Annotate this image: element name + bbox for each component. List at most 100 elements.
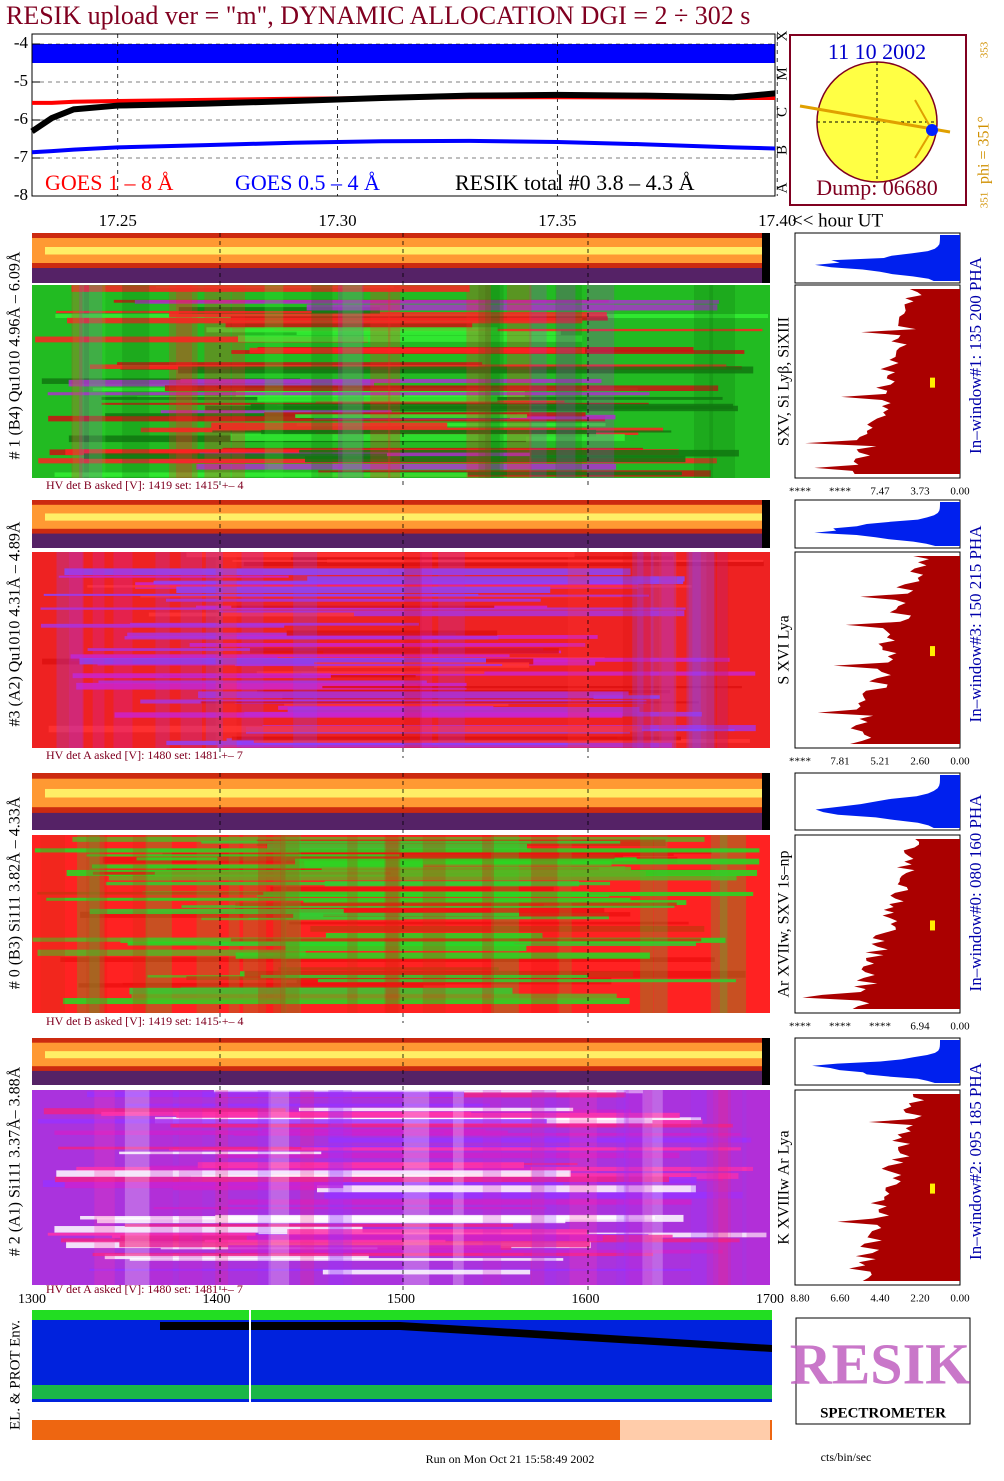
x-axis-label: << hour UT xyxy=(792,210,883,231)
env-bar-light xyxy=(620,1420,770,1440)
spectrum-strip xyxy=(32,773,770,830)
y-tick-label: -8 xyxy=(14,185,28,204)
spectrogram-stripe xyxy=(38,1119,547,1124)
spectrogram-column xyxy=(746,1090,770,1285)
spectrogram-column xyxy=(205,552,223,748)
spectrogram-column xyxy=(710,835,728,1013)
scale-label: 2.20 xyxy=(910,1293,930,1305)
spectrogram-stripe xyxy=(79,657,486,665)
spectrogram-column xyxy=(586,285,615,478)
spectrogram-column xyxy=(56,552,83,748)
spectrogram-stripe xyxy=(317,979,736,983)
spectrogram-stripe xyxy=(168,1147,741,1151)
spectrogram-stripe xyxy=(240,1249,723,1254)
spectrogram-column xyxy=(329,1090,352,1285)
pha-profile xyxy=(814,502,960,546)
spectrogram-stripe xyxy=(40,623,285,628)
spectrogram-stripe xyxy=(244,912,520,917)
spectrogram-stripe xyxy=(86,854,400,857)
spectrogram-stripe xyxy=(87,585,692,588)
spectrogram-stripe xyxy=(217,854,615,862)
phi-sup: 353 xyxy=(979,41,991,58)
spectrogram-column xyxy=(124,1090,150,1285)
spectrogram-stripe xyxy=(54,1226,363,1233)
spectrogram-column xyxy=(94,1090,115,1285)
spectrogram-stripe xyxy=(91,864,424,869)
scale-label: **** xyxy=(789,756,811,768)
spectrogram-stripe xyxy=(37,891,349,895)
spectrogram-column xyxy=(370,285,391,478)
spectrogram-column xyxy=(86,835,108,1013)
spectrogram-stripe xyxy=(124,1223,514,1227)
class-label: A xyxy=(774,182,790,193)
spectrogram-column xyxy=(168,285,192,478)
series-line xyxy=(30,90,776,134)
spectrogram-stripe xyxy=(64,568,631,576)
spectrogram-stripe xyxy=(261,429,597,437)
y-tick-label: -7 xyxy=(14,147,29,166)
spectrogram-column xyxy=(113,552,133,748)
pha-marker xyxy=(930,920,935,931)
spectrum-strip xyxy=(32,500,770,548)
spectrogram-column xyxy=(717,552,728,748)
spectrogram-stripe xyxy=(322,1269,531,1275)
spectrogram-column xyxy=(89,835,105,1013)
spectrogram-stripe xyxy=(324,1191,743,1199)
spectrogram xyxy=(32,285,770,478)
spectrogram-stripe xyxy=(46,897,631,901)
spectrogram-stripe xyxy=(166,740,589,746)
spectrogram-column xyxy=(709,285,735,478)
spectrogram-column xyxy=(690,1090,719,1285)
title: RESIK upload ver = "m", DYNAMIC ALLOCATI… xyxy=(6,1,750,30)
strip-band xyxy=(45,247,770,255)
spectrogram-stripe xyxy=(58,575,289,578)
spectrogram-stripe xyxy=(114,712,623,718)
env-bar xyxy=(32,1420,772,1440)
footer: Run on Mon Oct 21 15:58:49 2002 xyxy=(426,1452,595,1466)
logo: RESIK SPECTROMETER xyxy=(790,1317,971,1425)
spectrogram-stripe xyxy=(55,1176,670,1183)
hv-text: HV det B asked [V]: 1419 set: 1415 +– 4 xyxy=(46,1014,244,1028)
spectrogram-stripe xyxy=(101,1111,472,1116)
scale-label: **** xyxy=(829,1021,851,1033)
spectrogram-column xyxy=(311,285,333,478)
lines-label: SXV, Si Lyβ, SiXIII xyxy=(776,317,793,446)
spectrogram-stripe xyxy=(68,379,374,387)
env-green xyxy=(32,1310,772,1320)
spectrogram-stripe xyxy=(129,1258,564,1261)
spectrum-strip xyxy=(32,1038,770,1085)
scale-label: 6.60 xyxy=(830,1293,850,1305)
spectrogram-column xyxy=(268,1090,290,1285)
spectrogram-stripe xyxy=(234,663,503,667)
scale-label: 5.21 xyxy=(870,756,889,768)
spectrogram-stripe xyxy=(235,952,650,959)
spectrogram-stripe xyxy=(201,841,621,844)
spectrogram-column xyxy=(77,835,100,1013)
spectrogram-column xyxy=(482,1090,502,1285)
scale-label: **** xyxy=(829,486,851,498)
spectrogram-stripe xyxy=(237,335,583,342)
spectrogram-stripe xyxy=(181,905,675,908)
spectrogram-column xyxy=(347,835,358,1013)
spectrogram-stripe xyxy=(270,886,554,892)
spectrogram-stripe xyxy=(244,970,746,978)
spectrogram-stripe xyxy=(321,866,631,873)
spectrogram-column xyxy=(452,1090,464,1285)
spectrogram-column xyxy=(686,552,701,748)
dump: Dump: 06680 xyxy=(816,175,938,200)
env-tick-label: 1700 xyxy=(756,1292,784,1307)
spectrogram-stripe xyxy=(71,285,470,292)
spectrogram-stripe xyxy=(98,680,427,684)
spectrogram-column xyxy=(706,1090,728,1285)
pha-marker xyxy=(930,377,935,388)
env-label: EL. & PROT Env. xyxy=(7,1320,23,1430)
y-tick-label: -5 xyxy=(14,71,28,90)
strip-edge xyxy=(762,233,770,283)
spectrogram-stripe xyxy=(307,576,685,582)
spectrogram-column xyxy=(530,1090,545,1285)
spectrogram-stripe xyxy=(34,848,760,853)
window-label: In–window#1: 135 200 PHA xyxy=(966,256,985,454)
spectrogram-stripe xyxy=(56,1170,571,1177)
spectrogram-stripe xyxy=(37,949,306,956)
